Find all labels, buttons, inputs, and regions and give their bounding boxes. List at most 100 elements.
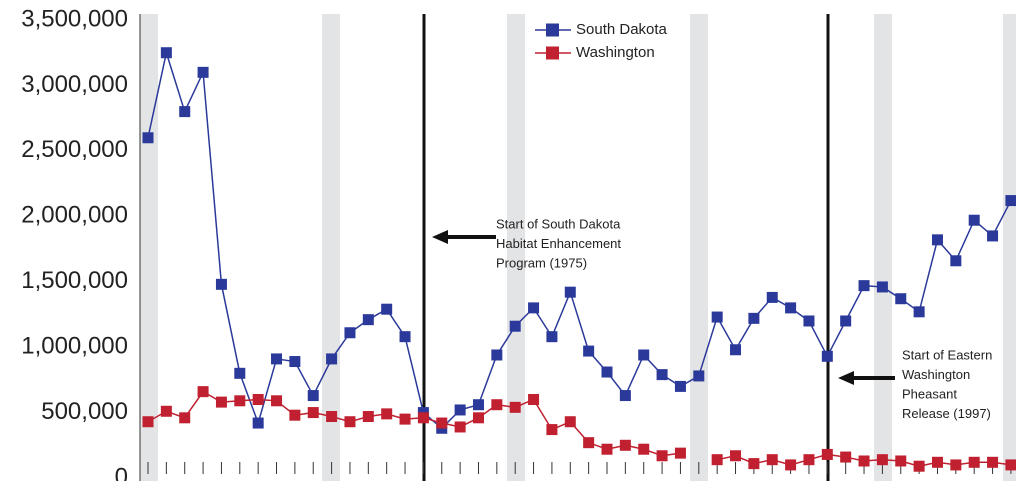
point [858,280,870,292]
point [711,311,723,323]
point [289,409,301,421]
point [271,353,283,365]
y-tick-label: 1,000,000 [21,332,128,359]
point [876,454,888,466]
point [803,315,815,327]
point [215,278,227,290]
band [322,14,340,481]
band [874,14,892,481]
point [528,393,540,405]
point [436,417,448,429]
point [546,331,558,343]
point [142,132,154,144]
point [546,424,558,436]
point [307,390,319,402]
arrow-head [432,230,448,244]
point [583,437,595,449]
point [399,413,411,425]
y-tick-label: 3,500,000 [21,5,128,32]
point [252,393,264,405]
point [564,286,576,298]
point [987,230,999,242]
legend-marker [546,23,559,37]
point [638,443,650,455]
point [987,456,999,468]
point [601,443,613,455]
point [968,214,980,226]
point [417,412,429,424]
point [876,281,888,293]
arrow-head [838,371,854,385]
point [656,369,668,381]
point [289,356,301,368]
point [913,306,925,318]
point [968,456,980,468]
y-tick-label: 0 [115,463,128,481]
point [179,412,191,424]
point [803,454,815,466]
annotation: Release (1997) [902,406,991,421]
legend-label: South Dakota [576,21,668,38]
annotation: Start of Eastern [902,347,992,362]
point [730,450,742,462]
annotation: Program (1975) [496,255,587,270]
point [197,386,209,398]
point [528,302,540,314]
y-tick-label: 1,500,000 [21,267,128,294]
point [179,106,191,118]
point [1005,459,1016,471]
point [931,456,943,468]
point [858,455,870,467]
point [564,416,576,428]
point [362,314,374,326]
point [454,404,466,416]
point [674,380,686,392]
point [326,410,338,422]
point [840,315,852,327]
point [344,416,356,428]
point [931,234,943,246]
point [766,454,778,466]
annotation: Washington [902,367,970,382]
point [895,455,907,467]
point [711,454,723,466]
point [950,459,962,471]
point [583,345,595,357]
point [785,302,797,314]
band [507,14,525,481]
point [509,401,521,413]
point [252,417,264,429]
point [821,448,833,460]
point [730,344,742,356]
point [674,447,686,459]
point [197,66,209,78]
point [950,255,962,267]
point [491,349,503,361]
legend-marker [546,46,559,60]
point [619,439,631,451]
point [381,408,393,420]
band [690,14,708,481]
point [160,47,172,59]
point [472,412,484,424]
point [748,458,760,470]
legend-label: Washington [576,44,655,61]
point [638,349,650,361]
point [509,320,521,332]
point [656,450,668,462]
y-tick-label: 2,500,000 [21,136,128,163]
point [399,331,411,343]
arrow [432,230,895,385]
point [491,399,503,411]
point [895,293,907,305]
band [140,14,158,481]
point [160,405,172,417]
point [766,291,778,303]
point [326,353,338,365]
annotation: Start of South Dakota [496,216,621,231]
point [840,451,852,463]
point [693,370,705,382]
point [271,395,283,407]
point [142,416,154,428]
